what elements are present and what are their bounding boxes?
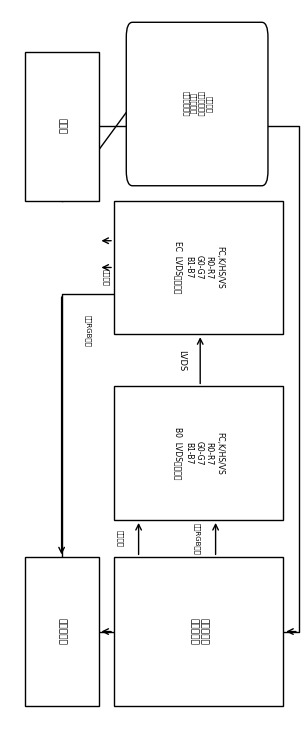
Bar [25,557,99,706]
Text: LVDS: LVDS [177,350,186,371]
Text: 串口通讯
用于传输告警
控制信号与
数据控制命令: 串口通讯 用于传输告警 控制信号与 数据控制命令 [182,91,212,117]
Bar [25,52,99,201]
Text: 单片机: 单片机 [57,118,66,134]
Text: 数字显示器: 数字显示器 [57,618,66,645]
Text: 心跳信号: 心跳信号 [103,270,110,286]
Text: 心跳信号: 心跳信号 [117,531,124,547]
FancyBboxPatch shape [126,22,268,186]
Text: 数字RGB信号: 数字RGB信号 [194,523,201,554]
Bar [114,201,283,334]
Bar [114,557,283,706]
Text: FC,K/HS/VS
R0-R7
G0-G7
B1-B7
B0  LVDS发送芯片: FC,K/HS/VS R0-R7 G0-G7 B1-B7 B0 LVDS发送芯片 [173,427,224,479]
Bar [114,386,283,520]
Text: 中断处理及
图形处理器: 中断处理及 图形处理器 [189,618,208,645]
Text: FC,K/HS/VS
R0-R7
G0-G7
B1-B7
EC  LVDS接收芯片: FC,K/HS/VS R0-R7 G0-G7 B1-B7 EC LVDS接收芯片 [173,241,224,293]
Text: 数字RGB信号: 数字RGB信号 [84,316,91,347]
